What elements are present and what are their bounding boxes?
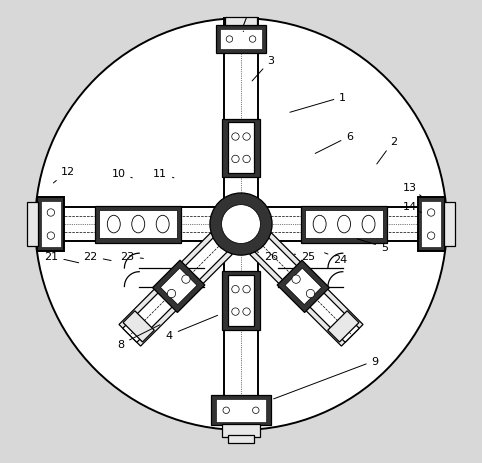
Polygon shape [277,261,329,313]
Circle shape [243,286,250,293]
Circle shape [428,232,435,240]
Bar [220,30,262,50]
Bar [211,395,271,425]
Ellipse shape [313,216,326,233]
Text: 23: 23 [120,252,144,262]
Text: 6: 6 [315,132,353,154]
Text: 11: 11 [153,169,174,179]
Ellipse shape [337,216,350,233]
Bar [95,206,181,243]
Text: 22: 22 [83,252,111,262]
Text: 24: 24 [324,253,348,264]
Text: 25: 25 [294,252,315,262]
Bar [305,211,383,238]
Polygon shape [119,233,232,346]
Text: 9: 9 [274,356,379,399]
Circle shape [232,156,239,163]
Polygon shape [161,269,197,305]
Bar [38,198,64,251]
Bar [99,211,177,238]
Circle shape [222,205,260,244]
Bar [228,123,254,174]
Circle shape [253,407,259,413]
Bar [418,198,444,251]
Text: 8: 8 [117,325,160,350]
Bar [222,119,260,177]
Ellipse shape [362,216,375,233]
Polygon shape [123,237,228,343]
Circle shape [428,209,435,217]
Circle shape [243,308,250,316]
Circle shape [35,19,447,430]
Bar [223,425,259,437]
Text: 4: 4 [166,316,217,340]
Ellipse shape [107,216,120,233]
Circle shape [243,133,250,141]
Bar [443,203,455,246]
Polygon shape [250,233,363,346]
Circle shape [243,156,250,163]
Polygon shape [328,311,359,342]
Circle shape [182,275,190,284]
Polygon shape [254,237,359,343]
Circle shape [249,37,256,43]
Bar [224,19,258,430]
Circle shape [307,290,315,298]
Circle shape [47,232,54,240]
Circle shape [292,275,300,284]
Circle shape [226,37,233,43]
Bar [421,202,441,247]
Bar [228,436,254,443]
Bar [35,207,447,242]
Text: 3: 3 [252,56,275,82]
Text: 12: 12 [54,167,75,183]
Polygon shape [123,311,154,342]
Circle shape [223,407,229,413]
Text: 10: 10 [111,169,132,179]
Circle shape [232,133,239,141]
Bar [225,18,257,26]
Circle shape [47,209,54,217]
Ellipse shape [132,216,145,233]
Bar [215,26,267,54]
Text: 5: 5 [357,239,388,253]
Circle shape [232,286,239,293]
Text: 2: 2 [377,137,397,165]
Polygon shape [153,261,205,313]
Text: 14: 14 [403,201,421,213]
Circle shape [210,194,272,256]
Text: 1: 1 [290,93,346,113]
Circle shape [232,308,239,316]
Bar [301,206,387,243]
Bar [228,275,254,326]
Bar [27,203,39,246]
Bar [215,399,267,422]
Text: 26: 26 [257,252,278,262]
Text: 21: 21 [44,252,79,263]
Text: 7: 7 [240,17,247,32]
Bar [222,272,260,330]
Circle shape [167,290,175,298]
Bar [41,202,61,247]
Polygon shape [285,269,321,305]
Ellipse shape [156,216,169,233]
Text: 13: 13 [403,183,421,197]
